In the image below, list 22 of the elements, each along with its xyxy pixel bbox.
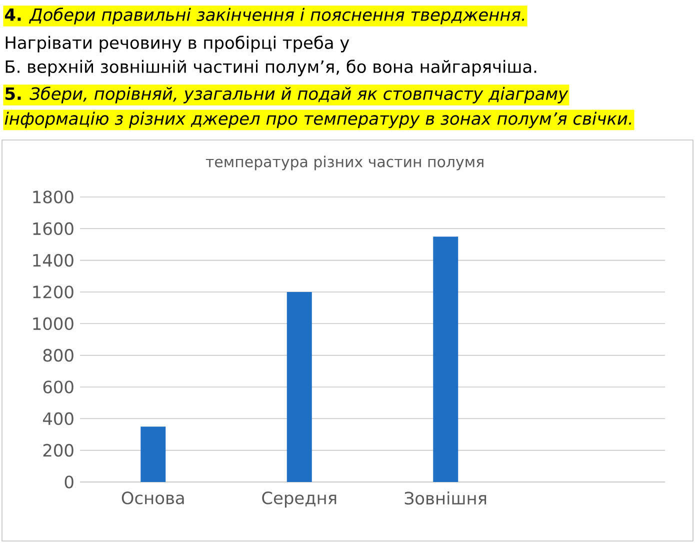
text: 4. Добери правильні закінчення і пояснення твердження. bbox=[4, 8, 524, 24]
x-tick-label: Середня bbox=[262, 491, 336, 508]
text: Б. верхній зовнішній частині полум’я, бо вона найгарячіша. bbox=[6, 60, 536, 76]
y-tick-label: 800 bbox=[43, 348, 74, 362]
y-tick-label: 1000 bbox=[33, 317, 74, 330]
y-tick-label: 200 bbox=[43, 444, 74, 457]
bar bbox=[286, 292, 312, 482]
bar bbox=[433, 236, 458, 482]
y-tick-label: 400 bbox=[42, 412, 74, 426]
y-tick-label: 600 bbox=[43, 380, 74, 394]
x-tick-label: Основа bbox=[122, 491, 184, 504]
y-tick-label: 1400 bbox=[33, 254, 74, 267]
text: інформацію з різних джерел про температуру в зонах полум’я свічки. bbox=[4, 112, 632, 128]
y-tick-label: 1800 bbox=[33, 190, 74, 204]
text: 5. Збери, порівняй, узагальни й подай як стовпчасту діаграму bbox=[6, 86, 568, 104]
y-tick-label: 0 bbox=[64, 476, 74, 488]
x-tick-label: Зовнішня bbox=[404, 491, 486, 505]
y-tick-label: 1200 bbox=[33, 286, 74, 298]
chart-title: температура різних частин полумя bbox=[206, 156, 484, 170]
text: Нагрівати речовину в пробірці треба у bbox=[6, 36, 350, 52]
bar bbox=[140, 426, 166, 482]
y-tick-label: 1600 bbox=[33, 222, 74, 236]
